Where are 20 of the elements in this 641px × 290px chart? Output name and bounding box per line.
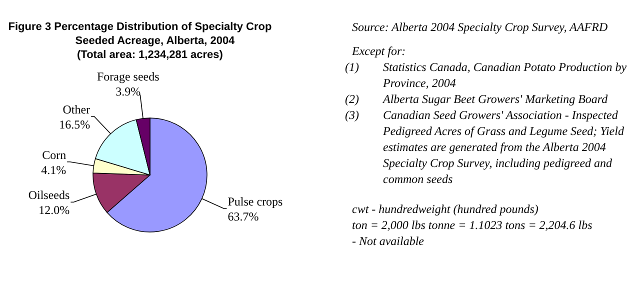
text: (1) Statistics Canada, Canadian Potato Production by Province, 2004 <box>345 60 627 90</box>
slice-label: Pulse crops <box>228 194 284 208</box>
text: - Not available <box>352 234 425 248</box>
chart-subtitle: (Total area: 1,234,281 acres) <box>77 49 224 61</box>
data-label: 12.0% <box>38 203 70 218</box>
data-label: 3.9% <box>116 84 141 99</box>
slice-label: Forage seeds <box>96 70 160 84</box>
slice-label: Other <box>62 102 90 116</box>
text: (2) Alberta Sugar Beet Growers' Marketing Board <box>345 92 608 106</box>
data-label: 4.1% <box>41 162 66 177</box>
text: (3) Canadian Seed Growers' Association - Inspected Pedigreed Acres of Grass and Legume Seed; Yield estimates are generated from the Alberta 2004 Specialty Crop Survey, including pedigreed and common seeds <box>345 108 624 186</box>
source-note: Source: Alberta 2004 Specialty Crop Survey, AAFRD <box>352 20 608 34</box>
slice-label: Corn <box>42 148 66 162</box>
slice-label: Oilseeds <box>28 188 70 202</box>
data-label: 16.5% <box>59 117 90 132</box>
chart-title: Figure 3 Percentage Distribution of Specialty Crop Seeded Acreage, Alberta, 2004 <box>8 21 272 47</box>
text: Except for: <box>351 44 406 58</box>
data-label: 63.7% <box>228 210 259 224</box>
text: ton = 2,000 lbs tonne = 1.1023 tons = 2,204.6 lbs <box>352 218 593 232</box>
text: cwt - hundredweight (hundred pounds) <box>352 202 538 216</box>
